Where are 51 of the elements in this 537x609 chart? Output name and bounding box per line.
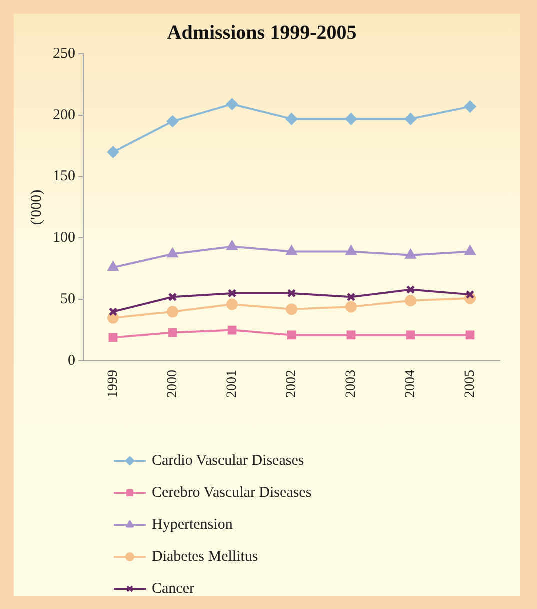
point — [228, 326, 237, 335]
legend-label: Diabetes Mellitus — [152, 548, 258, 565]
point — [286, 113, 298, 125]
point — [168, 248, 178, 258]
point — [406, 250, 416, 259]
point — [108, 262, 118, 272]
x-tick-label: 2002 — [284, 370, 300, 398]
point — [346, 113, 357, 125]
point — [346, 301, 357, 313]
point — [346, 246, 356, 256]
point — [406, 330, 416, 340]
point — [346, 330, 356, 340]
legend-label: Hypertension — [152, 516, 234, 533]
x-tick-label: 2001 — [224, 370, 240, 398]
point — [406, 285, 416, 294]
legend-label: Cardio Vascular Diseases — [152, 452, 304, 469]
point — [167, 306, 178, 318]
point — [405, 113, 416, 125]
y-tick-label: 0 — [68, 352, 76, 369]
point — [346, 292, 356, 302]
point — [167, 116, 178, 128]
point — [226, 98, 238, 110]
y-tick-label: 100 — [53, 230, 76, 246]
legend-label: Cerebro Vascular Diseases — [152, 484, 312, 501]
point — [287, 330, 296, 340]
point — [227, 241, 238, 250]
point — [405, 295, 416, 307]
point — [464, 101, 476, 113]
y-axis-title: ('000) — [28, 190, 45, 226]
x-tick-label: 1999 — [106, 370, 121, 398]
x-tick-label: 2000 — [165, 370, 180, 398]
y-tick-label: 250 — [53, 46, 76, 62]
point — [466, 330, 475, 340]
point — [286, 304, 298, 316]
point — [108, 146, 119, 158]
x-tick-label: 2005 — [462, 370, 478, 398]
point — [226, 298, 238, 310]
y-tick-label: 200 — [53, 107, 76, 124]
y-tick-label: 150 — [53, 168, 76, 185]
point — [108, 333, 118, 342]
point — [286, 246, 297, 256]
point — [168, 292, 178, 302]
x-tick-label: 2004 — [403, 370, 418, 398]
chart-title: Admissions 1999-2005 — [167, 22, 357, 44]
y-tick-label: 50 — [60, 292, 76, 308]
legend-label: Cancer — [152, 580, 194, 597]
point — [228, 289, 237, 298]
point — [168, 328, 178, 338]
point — [465, 246, 476, 256]
x-tick-label: 2003 — [344, 370, 359, 398]
point — [287, 289, 296, 298]
